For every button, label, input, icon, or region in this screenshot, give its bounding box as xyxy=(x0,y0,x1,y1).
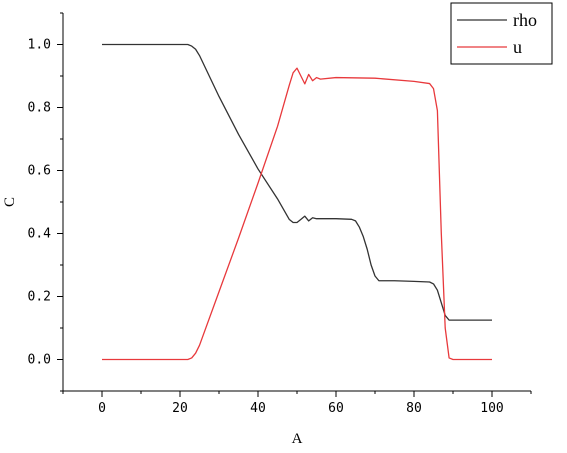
y-tick-label: 0.2 xyxy=(28,290,51,305)
legend: rho u xyxy=(450,2,553,65)
legend-label-rho: rho xyxy=(513,10,537,30)
x-tick-label: 0 xyxy=(98,401,106,416)
legend-box xyxy=(450,2,553,65)
x-tick-label: 20 xyxy=(172,401,188,416)
y-axis-label: C xyxy=(2,197,18,207)
series-lines xyxy=(102,43,492,361)
x-axis-label: A xyxy=(292,431,303,447)
x-tick-label: 100 xyxy=(480,401,503,416)
y-tick-label: 0.8 xyxy=(28,101,51,116)
y-tick-label: 1.0 xyxy=(28,38,51,53)
x-tick-label: 80 xyxy=(406,401,422,416)
series-line-rho xyxy=(102,43,492,321)
x-tick-label: 40 xyxy=(250,401,266,416)
axes xyxy=(62,13,531,392)
x-tick-label: 60 xyxy=(328,401,344,416)
tick-marks xyxy=(57,12,532,397)
tick-labels: 0 20 40 60 80 100 0.0 0.2 0.4 0.6 0.8 1.0 xyxy=(28,38,504,417)
legend-label-u: u xyxy=(513,37,522,57)
y-tick-label: 0.4 xyxy=(28,227,52,242)
y-tick-label: 0.0 xyxy=(28,353,51,368)
series-line-u xyxy=(102,67,492,361)
y-tick-label: 0.6 xyxy=(28,164,51,179)
